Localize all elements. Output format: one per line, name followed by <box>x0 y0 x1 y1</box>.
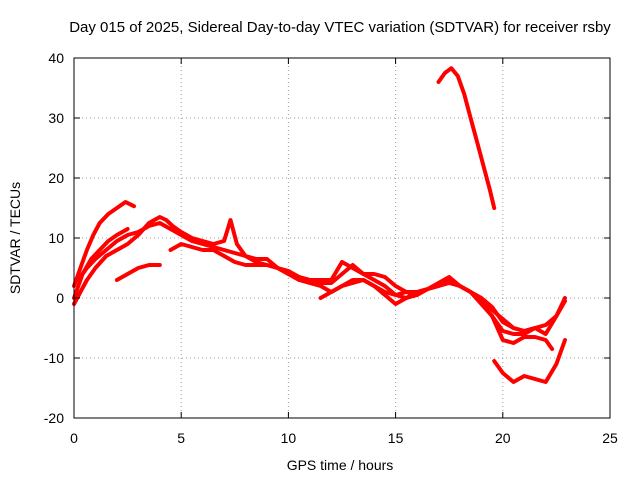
series-line-trace-1 <box>72 200 136 288</box>
series-line-trace-4 <box>76 221 567 336</box>
y-tick-label: 30 <box>48 110 64 126</box>
grid-lines <box>74 58 610 418</box>
x-axis-label: GPS time / hours <box>287 457 394 473</box>
x-tick-label: 20 <box>495 430 511 446</box>
y-axis-label: SDTVAR / TECUs <box>7 182 23 294</box>
x-tick-label: 25 <box>602 430 618 446</box>
y-tick-label: 10 <box>48 230 64 246</box>
y-tick-label: 20 <box>48 170 64 186</box>
x-tick-label: 5 <box>177 430 185 446</box>
series-line-trace-8 <box>436 66 497 210</box>
x-tick-label: 15 <box>388 430 404 446</box>
y-tick-label: -10 <box>44 350 64 366</box>
y-tick-label: 40 <box>48 50 64 66</box>
chart-title: Day 015 of 2025, Sidereal Day-to-day VTE… <box>69 19 611 36</box>
series-line-trace-10 <box>490 314 555 351</box>
series-line-trace-7 <box>318 278 419 306</box>
x-tick-label: 10 <box>281 430 297 446</box>
series-layer <box>72 66 567 384</box>
axis-ticks: 0 5 10 15 20 25 -20 -10 0 10 20 30 40 <box>44 50 618 446</box>
y-tick-label: 0 <box>56 290 64 306</box>
series-line-trace-9 <box>492 338 567 384</box>
series-line-trace-6 <box>168 242 537 333</box>
y-tick-label: -20 <box>44 410 64 426</box>
series-line-trace-5 <box>114 263 162 282</box>
x-tick-label: 0 <box>70 430 78 446</box>
